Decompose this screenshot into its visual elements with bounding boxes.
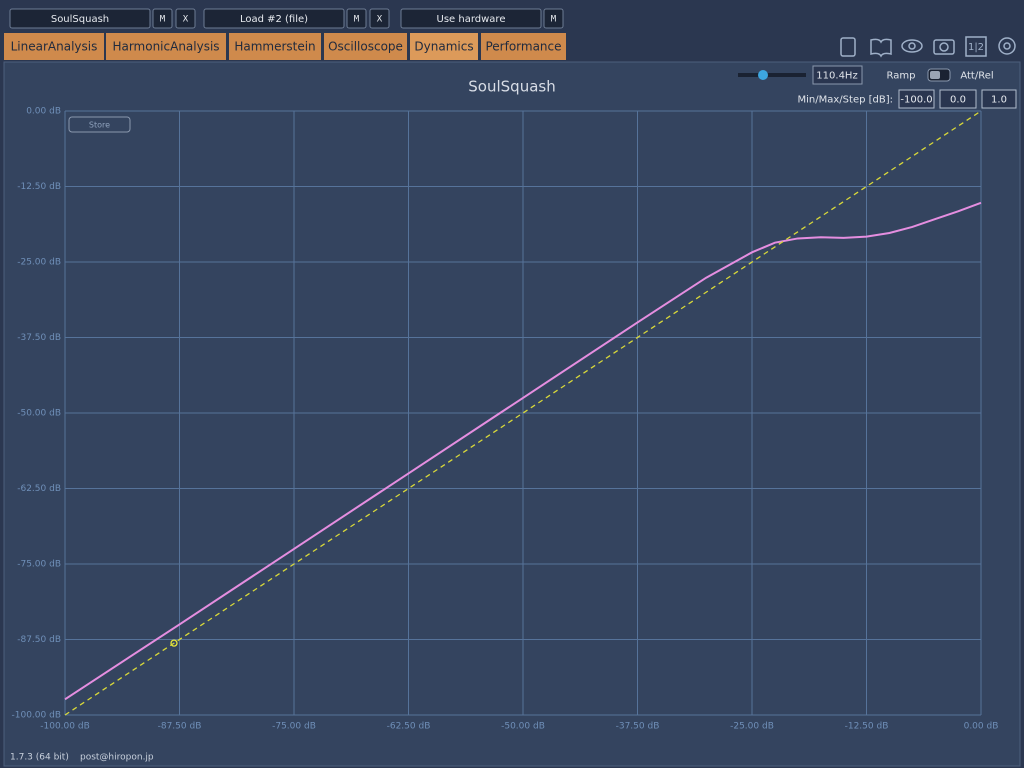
store-label: Store: [89, 121, 110, 130]
y-tick-label: 0.00 dB: [26, 107, 61, 117]
slot-box[interactable]: [400, 8, 542, 29]
frequency-box[interactable]: [812, 65, 863, 85]
version: 1.7.3 (64 bit): [10, 753, 69, 763]
range-value: 1.0: [991, 95, 1007, 106]
slot-box[interactable]: [9, 8, 151, 29]
y-tick-label: -50.00 dB: [17, 409, 61, 419]
slot-label: Use hardware: [437, 14, 506, 25]
tab-label: HarmonicAnalysis: [112, 40, 219, 54]
range-input[interactable]: [981, 89, 1017, 109]
slot-button-label: M: [551, 15, 557, 25]
split-icon[interactable]: [965, 36, 987, 57]
slot-button[interactable]: [152, 8, 173, 29]
reference-line: [64, 110, 982, 716]
eye-icon[interactable]: [901, 39, 923, 53]
slot-box[interactable]: [203, 8, 345, 29]
main-panel: [3, 61, 1021, 767]
toggle-thumb: [930, 71, 940, 79]
x-tick-label: -100.00 dB: [40, 722, 90, 732]
slot-button-label: X: [377, 15, 383, 25]
y-tick-label: -37.50 dB: [17, 333, 61, 343]
settings-center: [1003, 42, 1011, 50]
tab-label: Performance: [485, 40, 561, 54]
tab-label: Oscilloscope: [328, 40, 403, 54]
y-tick-label: -62.50 dB: [17, 484, 61, 494]
contact: post@hiropon.jp: [80, 753, 154, 763]
y-tick-label: -87.50 dB: [17, 635, 61, 645]
slot-button[interactable]: [346, 8, 367, 29]
camera-icon[interactable]: [933, 39, 955, 55]
tab-label: Dynamics: [414, 40, 473, 54]
range-value: -100.0: [900, 95, 932, 106]
book-icon[interactable]: [870, 38, 892, 58]
settings-icon[interactable]: [998, 37, 1016, 55]
tab[interactable]: [481, 33, 566, 60]
notes-icon[interactable]: [840, 37, 856, 57]
x-tick-label: -37.50 dB: [616, 722, 660, 732]
y-tick-label: -75.00 dB: [17, 560, 61, 570]
frequency-value: 110.4Hz: [816, 71, 857, 82]
split-icon-label: 1|2: [968, 42, 984, 53]
slot-button-label: M: [354, 15, 360, 25]
tab[interactable]: [4, 33, 104, 60]
tab[interactable]: [229, 33, 321, 60]
store-button[interactable]: [68, 116, 131, 133]
x-tick-label: -12.50 dB: [845, 722, 889, 732]
x-tick-label: -25.00 dB: [730, 722, 774, 732]
camera-lens: [939, 42, 949, 52]
slot-button[interactable]: [369, 8, 390, 29]
y-tick-label: -12.50 dB: [17, 182, 61, 192]
slider-knob[interactable]: [758, 70, 768, 80]
range-value: 0.0: [950, 95, 966, 106]
eye-pupil: [908, 42, 916, 50]
tab[interactable]: [106, 33, 226, 60]
ramp-label: Ramp: [887, 71, 916, 82]
slot-button[interactable]: [175, 8, 196, 29]
range-label: Min/Max/Step [dB]:: [798, 95, 893, 106]
transfer-curve: [64, 201, 982, 701]
slot-label: SoulSquash: [51, 14, 109, 25]
tab[interactable]: [410, 33, 478, 60]
x-tick-label: -50.00 dB: [501, 722, 545, 732]
slot-label: Load #2 (file): [240, 14, 308, 25]
tab-label: LinearAnalysis: [11, 40, 98, 54]
slot-button-label: M: [160, 15, 166, 25]
range-input[interactable]: [898, 89, 935, 109]
tab[interactable]: [324, 33, 407, 60]
x-tick-label: -75.00 dB: [272, 722, 316, 732]
y-tick-label: -100.00 dB: [12, 711, 62, 721]
toolbar-icons: [840, 36, 1016, 58]
slot-button-label: X: [183, 15, 189, 25]
chart-title: SoulSquash: [468, 78, 555, 96]
x-tick-label: -87.50 dB: [158, 722, 202, 732]
slot-button[interactable]: [543, 8, 564, 29]
x-tick-label: 0.00 dB: [964, 722, 999, 732]
operating-point: [170, 639, 178, 647]
x-tick-label: -62.50 dB: [387, 722, 431, 732]
range-input[interactable]: [939, 89, 977, 109]
tab-label: Hammerstein: [234, 40, 315, 54]
att-rel-label: Att/Rel: [960, 71, 993, 82]
y-tick-label: -25.00 dB: [17, 258, 61, 268]
